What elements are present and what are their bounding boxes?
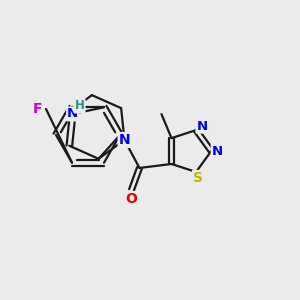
- Text: N: N: [119, 133, 130, 147]
- Text: F: F: [33, 102, 43, 116]
- Text: O: O: [125, 192, 137, 206]
- Text: N: N: [196, 120, 208, 133]
- Text: S: S: [193, 171, 203, 185]
- Text: N: N: [212, 145, 223, 158]
- Text: N: N: [67, 107, 78, 120]
- Text: H: H: [75, 99, 85, 112]
